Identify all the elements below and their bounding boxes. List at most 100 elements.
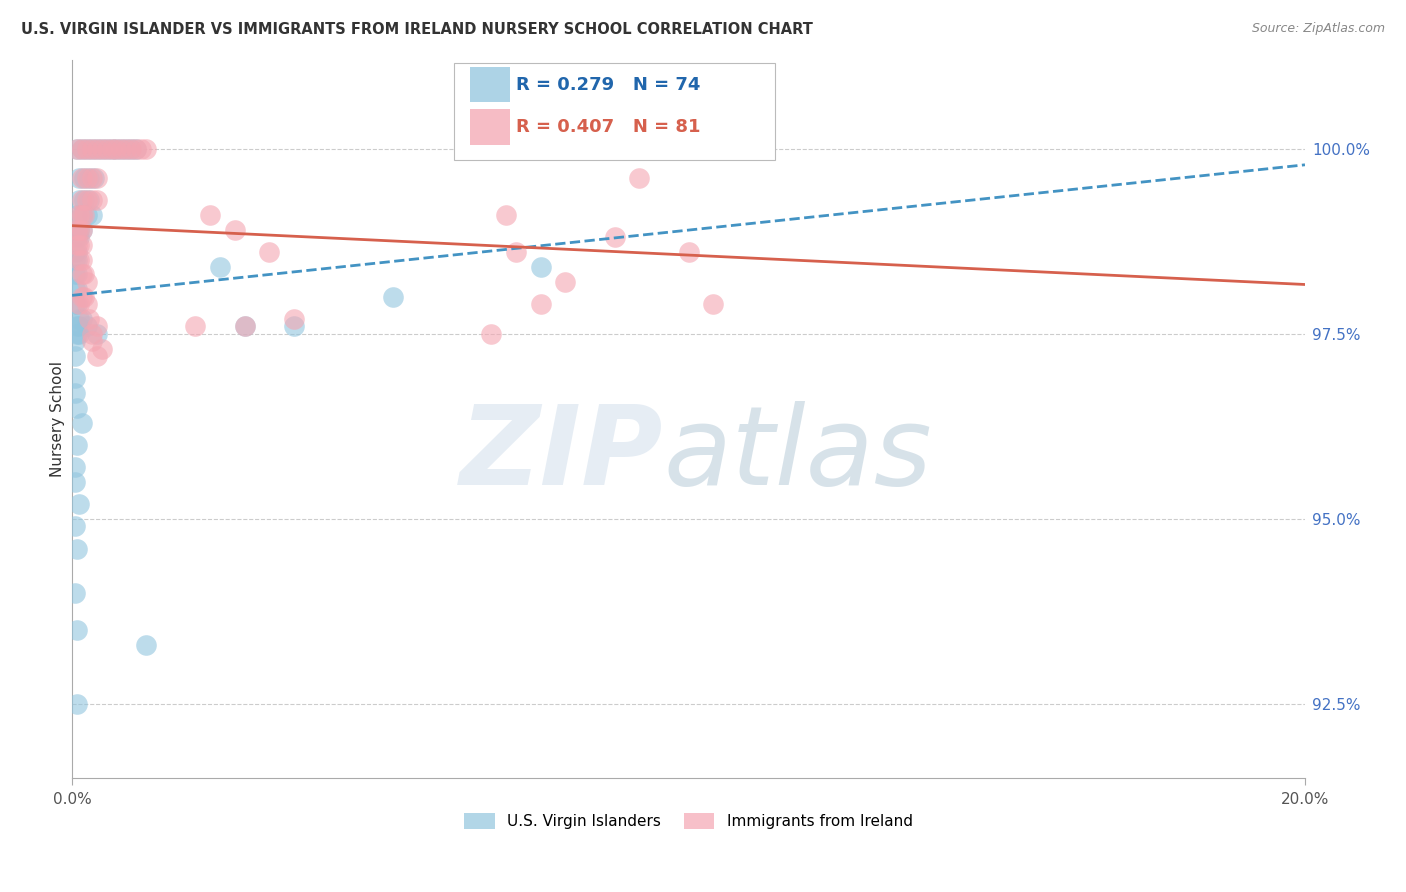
Point: [80, 208, 103, 222]
Point: [66, 223, 89, 237]
Point: [198, 208, 221, 222]
Point: [529, 297, 551, 311]
Legend: U.S. Virgin Islanders, Immigrants from Ireland: U.S. Virgin Islanders, Immigrants from I…: [458, 807, 918, 835]
FancyBboxPatch shape: [471, 110, 510, 145]
Point: [70, 237, 93, 252]
Point: [125, 141, 148, 155]
Point: [80, 326, 103, 341]
Point: [70, 141, 93, 155]
Point: [80, 194, 103, 208]
Point: [83, 171, 105, 186]
Point: [66, 230, 89, 244]
Point: [86, 194, 108, 208]
Point: [70, 223, 93, 237]
Point: [259, 245, 281, 260]
Point: [115, 141, 138, 155]
Point: [184, 319, 207, 334]
Point: [70, 312, 93, 326]
Point: [69, 230, 91, 244]
Point: [66, 623, 89, 637]
Point: [100, 141, 122, 155]
Point: [76, 141, 98, 155]
Point: [80, 334, 103, 348]
Point: [63, 460, 86, 475]
Point: [135, 141, 157, 155]
Point: [66, 319, 89, 334]
Text: ZIP: ZIP: [460, 401, 664, 508]
Point: [80, 171, 103, 186]
Point: [120, 141, 142, 155]
Point: [66, 237, 89, 252]
Point: [283, 312, 305, 326]
Point: [76, 141, 98, 155]
Point: [86, 326, 108, 341]
Point: [73, 194, 96, 208]
Point: [70, 252, 93, 267]
Point: [69, 171, 91, 186]
Point: [224, 223, 246, 237]
Point: [652, 141, 675, 155]
Point: [120, 141, 142, 155]
Point: [69, 297, 91, 311]
Point: [76, 275, 98, 289]
Point: [79, 171, 101, 186]
Point: [63, 268, 86, 282]
Point: [69, 497, 91, 511]
Text: U.S. VIRGIN ISLANDER VS IMMIGRANTS FROM IRELAND NURSERY SCHOOL CORRELATION CHART: U.S. VIRGIN ISLANDER VS IMMIGRANTS FROM …: [21, 22, 813, 37]
Point: [80, 141, 103, 155]
Point: [79, 312, 101, 326]
Point: [233, 319, 256, 334]
Point: [63, 297, 86, 311]
Point: [63, 371, 86, 385]
Point: [90, 141, 112, 155]
Point: [63, 245, 86, 260]
Point: [69, 208, 91, 222]
Point: [76, 194, 98, 208]
Point: [554, 275, 576, 289]
Point: [80, 141, 103, 155]
Point: [66, 141, 89, 155]
Point: [135, 638, 157, 652]
Point: [76, 297, 98, 311]
Point: [129, 141, 152, 155]
Text: R = 0.279   N = 74: R = 0.279 N = 74: [516, 76, 700, 94]
Point: [63, 475, 86, 489]
Point: [233, 319, 256, 334]
Point: [73, 290, 96, 304]
Point: [63, 349, 86, 363]
Point: [105, 141, 128, 155]
Point: [73, 268, 96, 282]
Point: [66, 697, 89, 711]
Point: [63, 519, 86, 533]
Text: atlas: atlas: [664, 401, 932, 508]
Point: [66, 208, 89, 222]
Point: [678, 245, 700, 260]
Point: [69, 237, 91, 252]
Point: [66, 401, 89, 415]
Point: [70, 290, 93, 304]
Point: [76, 319, 98, 334]
Point: [283, 319, 305, 334]
Point: [66, 141, 89, 155]
Point: [69, 223, 91, 237]
Point: [63, 252, 86, 267]
Point: [381, 290, 404, 304]
Point: [70, 171, 93, 186]
Point: [603, 230, 626, 244]
Point: [86, 319, 108, 334]
Point: [86, 141, 108, 155]
Point: [63, 586, 86, 600]
Point: [70, 194, 93, 208]
Point: [76, 208, 98, 222]
Point: [63, 223, 86, 237]
Point: [66, 541, 89, 556]
Point: [125, 141, 148, 155]
Point: [628, 171, 651, 186]
Point: [70, 223, 93, 237]
Point: [79, 194, 101, 208]
Point: [702, 297, 724, 311]
Point: [66, 245, 89, 260]
Point: [70, 208, 93, 222]
Point: [63, 334, 86, 348]
Point: [63, 386, 86, 401]
